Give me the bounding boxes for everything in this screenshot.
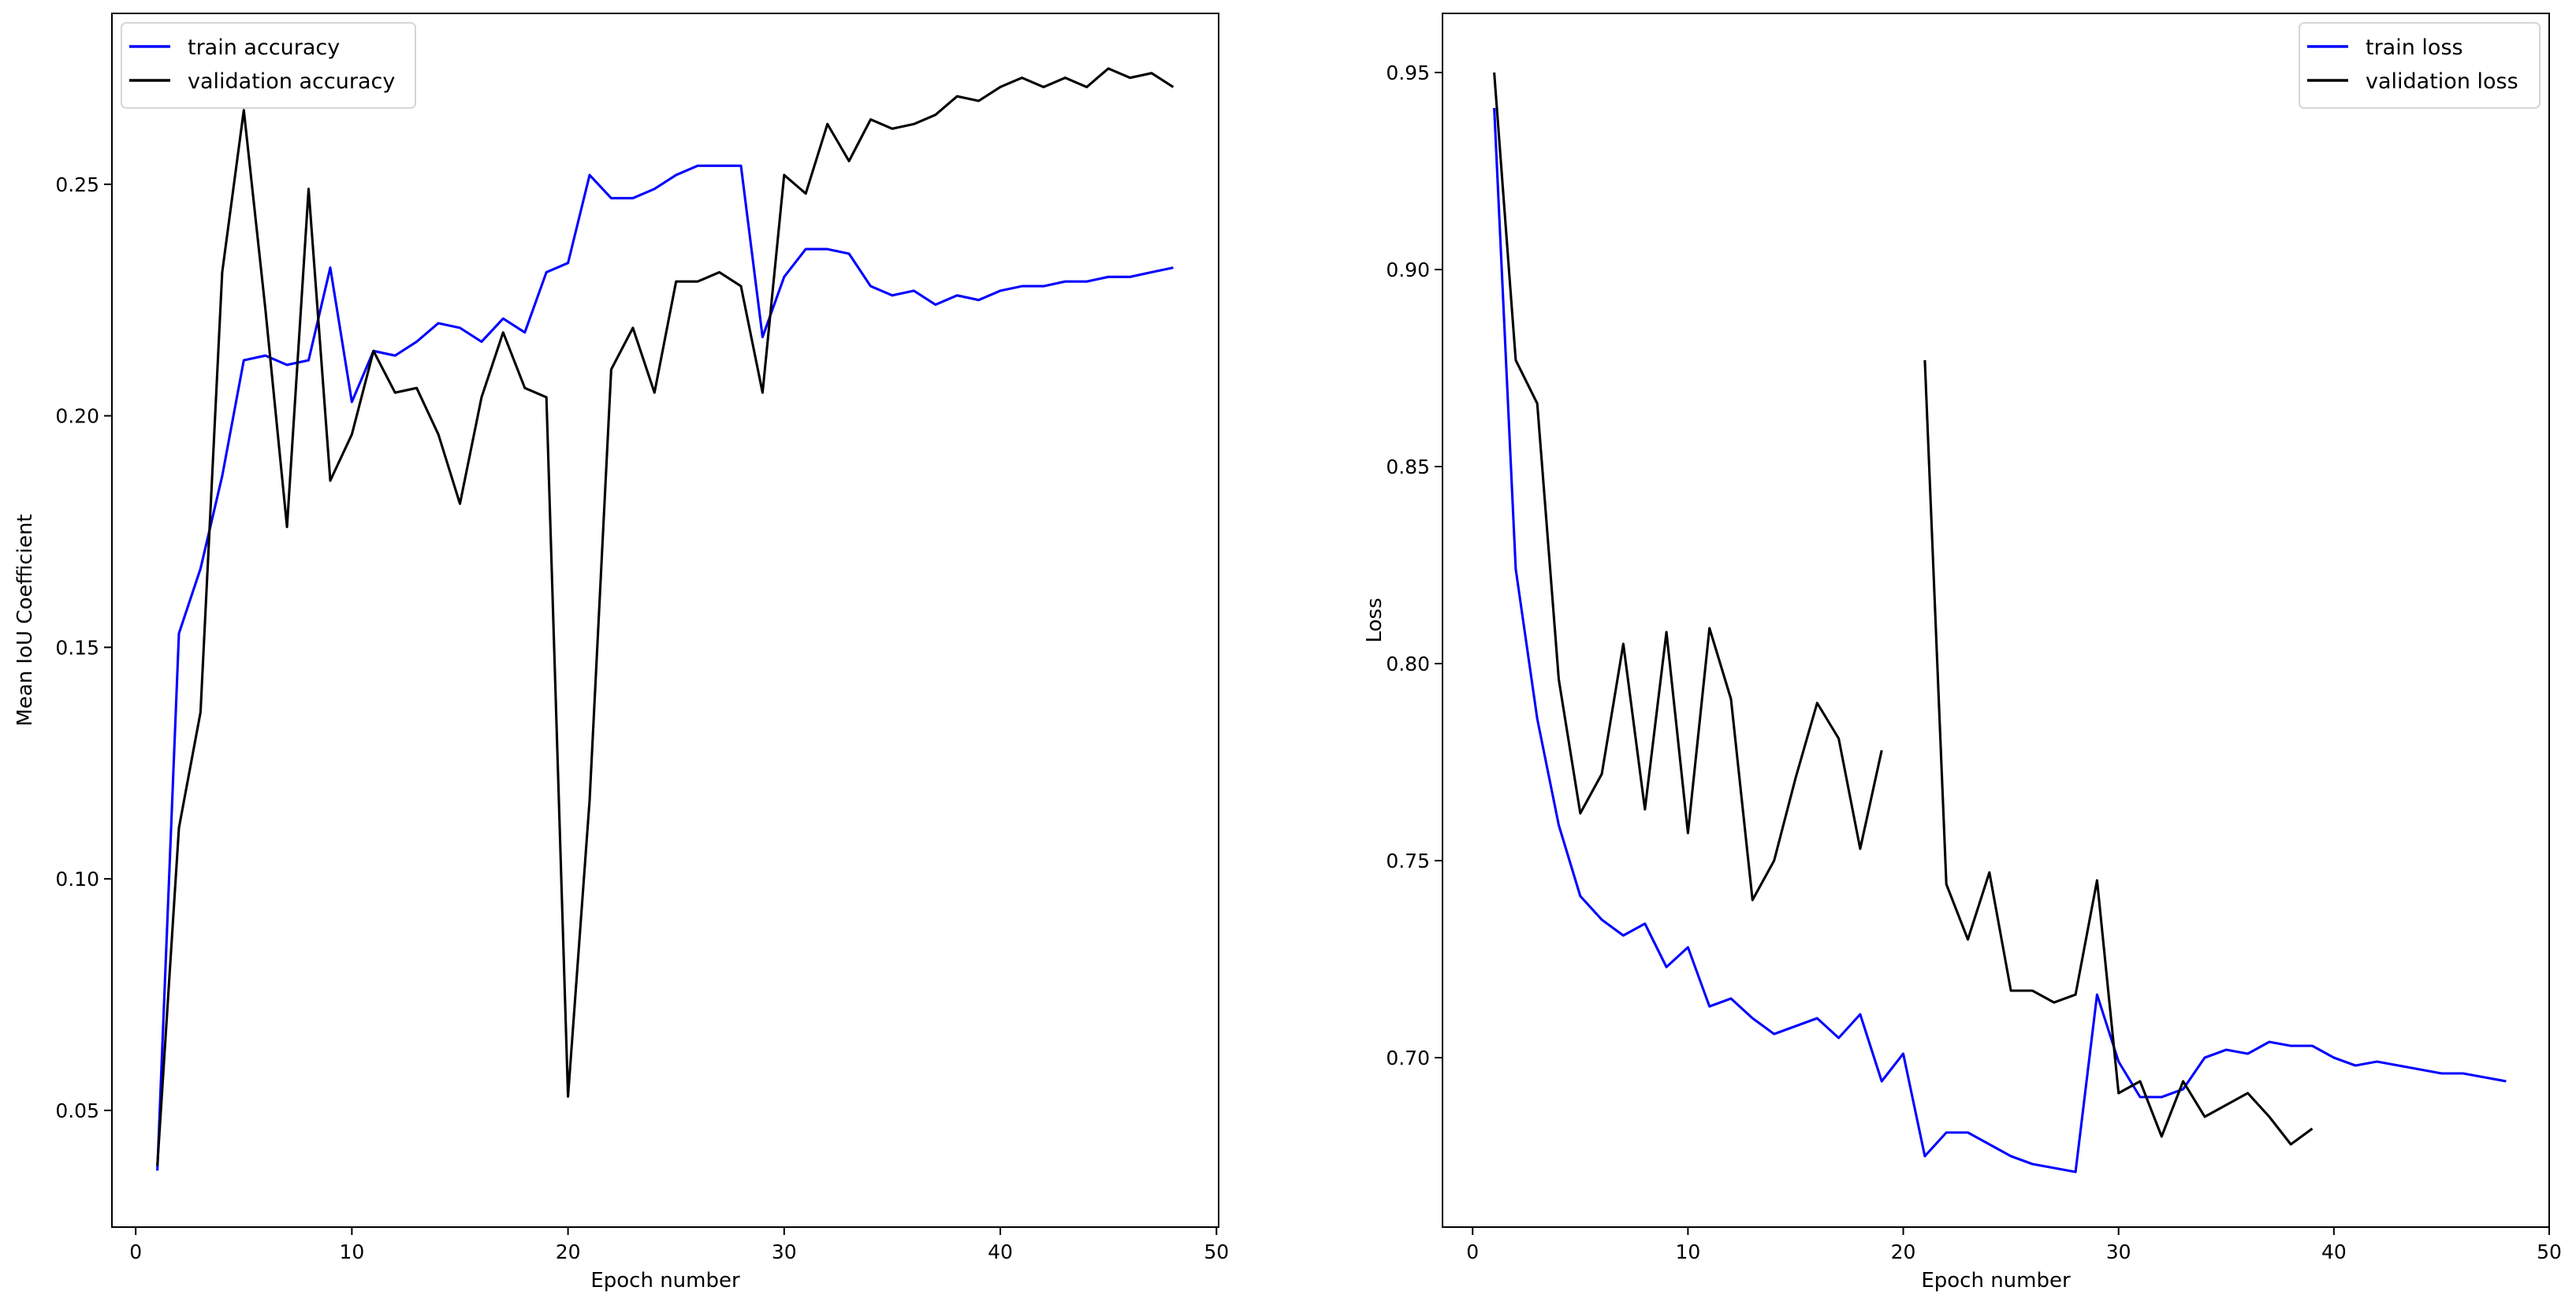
- x-tick-label: 10: [1675, 1240, 1700, 1263]
- series-line-validation-accuracy: [156, 67, 1174, 1166]
- y-axis-label: Loss: [1363, 597, 1387, 642]
- x-tick-label: 0: [129, 1240, 142, 1263]
- y-tick-label: 0.05: [55, 1099, 99, 1122]
- y-tick-label: 0.10: [55, 868, 99, 891]
- y-tick-label: 0.75: [1386, 850, 1430, 872]
- legend-label: train loss: [2366, 35, 2463, 60]
- legend-box: [2299, 22, 2541, 109]
- y-tick-label: 0.85: [1386, 456, 1430, 478]
- legend-label: validation accuracy: [188, 69, 395, 94]
- series-line-train-accuracy: [156, 164, 1174, 1171]
- chart-accuracy: 0 10 20 30 40 50 0.05 0.10 0.15 0.20 0.25 Epoch num…: [13, 13, 1229, 1293]
- y-tick-label: 0.20: [55, 405, 99, 428]
- legend: train loss validation loss: [2299, 22, 2541, 109]
- y-tick-label: 0.95: [1386, 61, 1430, 84]
- legend-box: [121, 22, 416, 109]
- axes-frame: [111, 13, 1219, 1228]
- series-line-validation-loss: [1923, 359, 2314, 1146]
- x-tick-label: 50: [2537, 1240, 2562, 1263]
- chart-loss: 0 10 20 30 40 50 0.70 0.75 0.80 0.85 0.90 0.95 Epoch…: [1363, 13, 2562, 1293]
- x-tick-label: 20: [556, 1240, 581, 1263]
- y-tick-label: 0.25: [55, 173, 99, 196]
- y-tick-label: 0.15: [55, 636, 99, 659]
- series-line-validation-loss: [1493, 72, 1883, 902]
- axes-frame: [1442, 13, 2550, 1228]
- legend-label: validation loss: [2366, 69, 2518, 94]
- x-tick-label: 50: [1204, 1240, 1229, 1263]
- y-tick-label: 0.80: [1386, 653, 1430, 675]
- y-axis-label: Mean IoU Coefficient: [13, 514, 37, 726]
- x-tick-label: 10: [339, 1240, 364, 1263]
- x-tick-label: 20: [1891, 1240, 1916, 1263]
- series-line-train-loss: [1493, 107, 2507, 1174]
- x-axis-label: Epoch number: [1921, 1269, 2071, 1293]
- y-tick-label: 0.70: [1386, 1047, 1430, 1069]
- x-tick-label: 40: [988, 1240, 1013, 1263]
- x-tick-label: 30: [2106, 1240, 2131, 1263]
- x-axis-label: Epoch number: [590, 1269, 740, 1293]
- legend-label: train accuracy: [188, 35, 340, 60]
- y-tick-label: 0.90: [1386, 259, 1430, 281]
- x-tick-label: 30: [772, 1240, 797, 1263]
- legend: train accuracy validation accuracy: [121, 22, 416, 109]
- x-tick-label: 40: [2321, 1240, 2347, 1263]
- x-tick-label: 0: [1466, 1240, 1479, 1263]
